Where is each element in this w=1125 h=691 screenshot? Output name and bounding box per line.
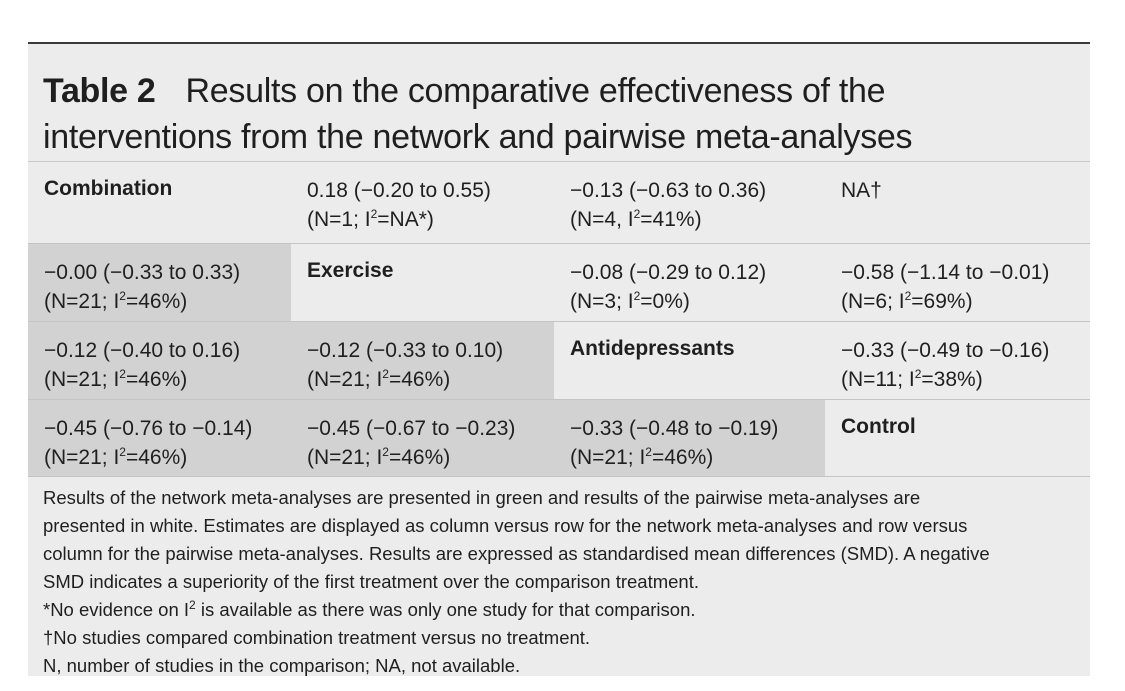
smd-estimate: −0.12 (−0.33 to 0.10) [307,339,504,362]
title-text-1: Results on the comparative effectiveness… [185,72,886,110]
study-count: (N=4, I2=41%) [570,205,825,234]
network-estimate-cell: −0.12 (−0.33 to 0.10) (N=21; I2=46%) [291,322,554,399]
pairwise-estimate-cell: −0.58 (−1.14 to −0.01) (N=6; I2=69%) [825,244,1090,321]
heterogeneity-value: =46%) [388,368,451,391]
treatment-header-cell: Antidepressants [554,322,825,399]
heterogeneity-value: =38%) [921,368,983,391]
network-estimate-cell: −0.45 (−0.76 to −0.14) (N=21; I2=46%) [28,400,291,476]
table-row: −0.12 (−0.40 to 0.16) (N=21; I2=46%) −0.12… [28,322,1090,400]
study-count: (N=21; I2=46%) [307,443,554,472]
network-estimate-cell: −0.45 (−0.67 to −0.23) (N=21; I2=46%) [291,400,554,476]
table-title: Table 2 Results on the comparative effect… [43,68,1073,160]
smd-estimate: −0.45 (−0.76 to −0.14) [44,417,253,440]
heterogeneity-value: =46%) [388,446,451,469]
treatment-header-cell: Combination [28,162,291,243]
smd-estimate: −0.45 (−0.67 to −0.23) [307,417,516,440]
study-count: (N=21; I2=46%) [307,365,554,394]
superscript: 2 [633,207,641,221]
superscript: 2 [189,597,196,612]
note-line: column for the pairwise meta-analyses. R… [43,543,990,564]
study-count: (N=1; I2=NA*) [307,205,554,234]
pairwise-estimate-cell: −0.13 (−0.63 to 0.36) (N=4, I2=41%) [554,162,825,243]
table-label: Table 2 [43,72,156,110]
study-count: (N=21; I2=46%) [44,365,291,394]
table-row: −0.45 (−0.76 to −0.14) (N=21; I2=46%) −0.4… [28,400,1090,477]
treatment-header-cell: Control [825,400,1090,476]
footnote-star-text-end: is available as there was only one study… [195,599,696,620]
pairwise-estimate-cell: 0.18 (−0.20 to 0.55) (N=1; I2=NA*) [291,162,554,243]
pairwise-estimate-cell: −0.08 (−0.29 to 0.12) (N=3; I2=0%) [554,244,825,321]
superscript: 2 [119,367,126,381]
treatment-name: Antidepressants [570,337,735,360]
study-count-text: (N=1; I [307,208,371,231]
smd-estimate: −0.12 (−0.40 to 0.16) [44,339,241,362]
superscript: 2 [382,445,389,459]
treatment-name: Exercise [307,259,394,282]
smd-estimate: −0.08 (−0.29 to 0.12) [570,261,767,284]
superscript: 2 [914,367,922,381]
study-count-text: (N=4, I [570,208,634,231]
heterogeneity-value: =46%) [125,290,188,313]
smd-estimate: −0.58 (−1.14 to −0.01) [841,261,1050,284]
superscript: 2 [370,207,378,221]
smd-estimate: −0.33 (−0.48 to −0.19) [570,417,779,440]
table-notes: Results of the network meta-analyses are… [43,484,1083,680]
title-line-2: interventions from the network and pairw… [43,118,913,156]
footnote-star: *No evidence on I2 is available as there… [43,596,1083,624]
results-matrix: Combination 0.18 (−0.20 to 0.55) (N=1; I2=… [28,162,1090,477]
study-count-text: (N=21; I [570,446,646,469]
study-count-text: (N=21; I [307,368,383,391]
superscript: 2 [645,445,652,459]
study-count: (N=6; I2=69%) [841,287,1090,316]
superscript: 2 [119,289,126,303]
cell-text: NA† [841,179,882,202]
study-count-text: (N=21; I [44,368,120,391]
study-count: (N=3; I2=0%) [570,287,825,316]
network-estimate-cell: −0.12 (−0.40 to 0.16) (N=21; I2=46%) [28,322,291,399]
study-count: (N=21; I2=46%) [570,443,825,472]
note-line: SMD indicates a superiority of the first… [43,571,700,592]
note-line: presented in white. Estimates are displa… [43,515,968,536]
footnote-star-text: *No evidence on I [43,599,190,620]
study-count: (N=21; I2=46%) [44,287,291,316]
footnote-dagger: †No studies compared combination treatme… [43,627,591,648]
study-count-text: (N=21; I [44,446,120,469]
study-count-text: (N=21; I [44,290,120,313]
superscript: 2 [633,289,641,303]
network-estimate-cell: −0.33 (−0.48 to −0.19) (N=21; I2=46%) [554,400,825,476]
treatment-name: Control [841,415,916,438]
study-count: (N=11; I2=38%) [841,365,1090,394]
heterogeneity-value: =46%) [125,446,188,469]
superscript: 2 [119,445,126,459]
title-line-1: Table 2 Results on the comparative effect… [43,68,1073,114]
table-row: Combination 0.18 (−0.20 to 0.55) (N=1; I2=… [28,162,1090,244]
heterogeneity-value: =46%) [125,368,188,391]
title-divider [28,161,1090,162]
note-line: Results of the network meta-analyses are… [43,487,921,508]
superscript: 2 [904,289,912,303]
study-count-text: (N=21; I [307,446,383,469]
heterogeneity-value: =46%) [651,446,714,469]
heterogeneity-value: =69%) [911,290,973,313]
table-row: −0.00 (−0.33 to 0.33) (N=21; I2=46%) Exerc… [28,244,1090,322]
smd-estimate: −0.33 (−0.49 to −0.16) [841,339,1050,362]
treatment-name: Combination [44,177,173,200]
heterogeneity-value: =NA*) [377,208,434,231]
superscript: 2 [382,367,389,381]
study-count: (N=21; I2=46%) [44,443,291,472]
smd-estimate: −0.00 (−0.33 to 0.33) [44,261,241,284]
table-panel: Table 2 Results on the comparative effect… [28,42,1090,676]
heterogeneity-value: =0%) [640,290,690,313]
smd-estimate: −0.13 (−0.63 to 0.36) [570,179,767,202]
smd-estimate: 0.18 (−0.20 to 0.55) [307,179,491,202]
pairwise-estimate-cell: −0.33 (−0.49 to −0.16) (N=11; I2=38%) [825,322,1090,399]
study-count-text: (N=6; I [841,290,905,313]
study-count-text: (N=3; I [570,290,634,313]
treatment-header-cell: Exercise [291,244,554,321]
not-available-cell: NA† [825,162,1090,243]
heterogeneity-value: =41%) [640,208,702,231]
network-estimate-cell: −0.00 (−0.33 to 0.33) (N=21; I2=46%) [28,244,291,321]
study-count-text: (N=11; I [841,368,915,391]
abbreviations-note: N, number of studies in the comparison; … [43,655,521,676]
